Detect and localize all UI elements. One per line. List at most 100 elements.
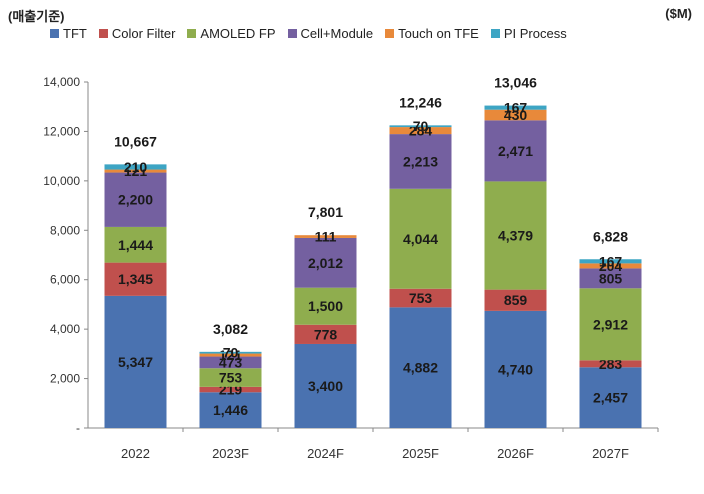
data-label: 2,012 (308, 255, 343, 271)
legend-swatch-tft (50, 29, 59, 38)
data-label: 167 (599, 253, 623, 269)
data-label: 1,444 (118, 237, 153, 253)
data-label: 210 (124, 159, 148, 175)
bar-segment-amoled-fp (389, 188, 452, 289)
data-label: 2,912 (593, 316, 628, 332)
data-label: 805 (599, 270, 623, 286)
data-label: 2,200 (118, 192, 153, 208)
bar-segment-pi-process (104, 164, 167, 170)
bar-segment-pi-process (389, 125, 452, 128)
legend-item-cell-module: Cell+Module (287, 26, 374, 41)
total-label: 13,046 (494, 75, 537, 91)
bar-segment-color-filter (104, 262, 167, 296)
bar-segment-color-filter (294, 324, 357, 344)
bar-segment-touch-on-tfe (579, 263, 642, 269)
bar-segment-color-filter (579, 360, 642, 368)
bar-segment-pi-process (199, 351, 262, 354)
y-tick-label: 14,000 (43, 75, 80, 89)
data-label: 2,471 (498, 143, 533, 159)
data-label: 778 (314, 326, 338, 342)
x-tick-label: 2026F (497, 446, 534, 461)
bar-segment-amoled-fp (104, 226, 167, 263)
data-label: 4,044 (403, 231, 438, 247)
bar-segment-touch-on-tfe (104, 169, 167, 173)
data-label: 859 (504, 292, 528, 308)
y-tick-label: 10,000 (43, 174, 80, 188)
legend-label-touch-on-tfe: Touch on TFE (398, 26, 479, 41)
data-label: 70 (413, 118, 429, 134)
y-tick-label: - (76, 421, 80, 435)
bar-segment-pi-process (579, 259, 642, 264)
y-tick-label: 2,000 (50, 372, 80, 386)
bar-segment-amoled-fp (199, 368, 262, 387)
legend-label-pi-process: PI Process (503, 26, 567, 41)
data-label: 70 (223, 345, 239, 361)
x-tick-label: 2022 (121, 446, 150, 461)
y-tick-label: 6,000 (50, 273, 80, 287)
x-tick-label: 2025F (402, 446, 439, 461)
legend-item-touch-on-tfe: Touch on TFE (385, 26, 479, 41)
data-label: 121 (219, 347, 243, 363)
legend-swatch-pi-process (490, 29, 500, 38)
legend: TFT Color Filter AMOLED FP Cell+Module T… (50, 26, 567, 41)
bar-segment-cell-module (579, 268, 642, 289)
total-label: 3,082 (213, 321, 248, 337)
bar-segment-tft (199, 392, 262, 428)
legend-swatch-touch-on-tfe (385, 29, 395, 38)
bar-segment-pi-process (484, 105, 547, 110)
data-label: 753 (409, 290, 433, 306)
data-label: 1,446 (213, 402, 248, 418)
data-label: 1,500 (308, 298, 343, 314)
bar-segment-amoled-fp (294, 287, 357, 325)
bar-segment-amoled-fp (484, 181, 547, 290)
bar-segment-tft (294, 343, 357, 428)
total-label: 7,801 (308, 204, 343, 220)
data-label: 4,379 (498, 228, 533, 244)
total-label: 12,246 (399, 94, 442, 110)
data-label: 111 (315, 229, 337, 245)
bar-segment-touch-on-tfe (389, 127, 452, 135)
legend-swatch-amoled-fp (187, 29, 197, 38)
legend-label-cell-module: Cell+Module (300, 26, 374, 41)
legend-label-tft: TFT (63, 26, 87, 41)
total-label: 6,828 (593, 228, 628, 244)
data-label: 2,457 (593, 390, 628, 406)
bar-segment-color-filter (199, 386, 262, 393)
bar-segment-cell-module (199, 356, 262, 369)
x-tick-label: 2024F (307, 446, 344, 461)
total-label: 10,667 (114, 133, 157, 149)
y-tick-label: 8,000 (50, 223, 80, 237)
legend-item-pi-process: PI Process (490, 26, 567, 41)
y-tick-label: 12,000 (43, 124, 80, 138)
legend-swatch-color-filter (98, 29, 108, 38)
bar-segment-cell-module (294, 237, 357, 288)
unit-label: ($M) (665, 6, 692, 21)
legend-item-color-filter: Color Filter (98, 26, 176, 41)
bar-segment-tft (104, 295, 167, 428)
bar-segment-amoled-fp (579, 288, 642, 361)
x-tick-label: 2023F (212, 446, 249, 461)
legend-item-tft: TFT (50, 26, 87, 41)
bar-segment-color-filter (389, 288, 452, 308)
bar-segment-tft (484, 310, 547, 428)
data-label: 430 (504, 107, 528, 123)
bar-segment-color-filter (484, 289, 547, 311)
bar-segment-tft (389, 307, 452, 428)
legend-swatch-cell-module (287, 29, 297, 38)
legend-label-color-filter: Color Filter (111, 26, 176, 41)
x-tick-label: 2027F (592, 446, 629, 461)
data-label: 4,740 (498, 361, 533, 377)
bar-segment-cell-module (389, 134, 452, 189)
data-label: 3,400 (308, 378, 343, 394)
bar-segment-touch-on-tfe (484, 109, 547, 121)
bar-segment-tft (579, 367, 642, 428)
data-label: 473 (219, 354, 243, 370)
data-label: 1,345 (118, 271, 153, 287)
data-label: 753 (219, 370, 243, 386)
data-label: 4,882 (403, 360, 438, 376)
data-label: 167 (504, 100, 528, 116)
bar-segment-cell-module (104, 172, 167, 227)
bar-segment-cell-module (484, 120, 547, 182)
